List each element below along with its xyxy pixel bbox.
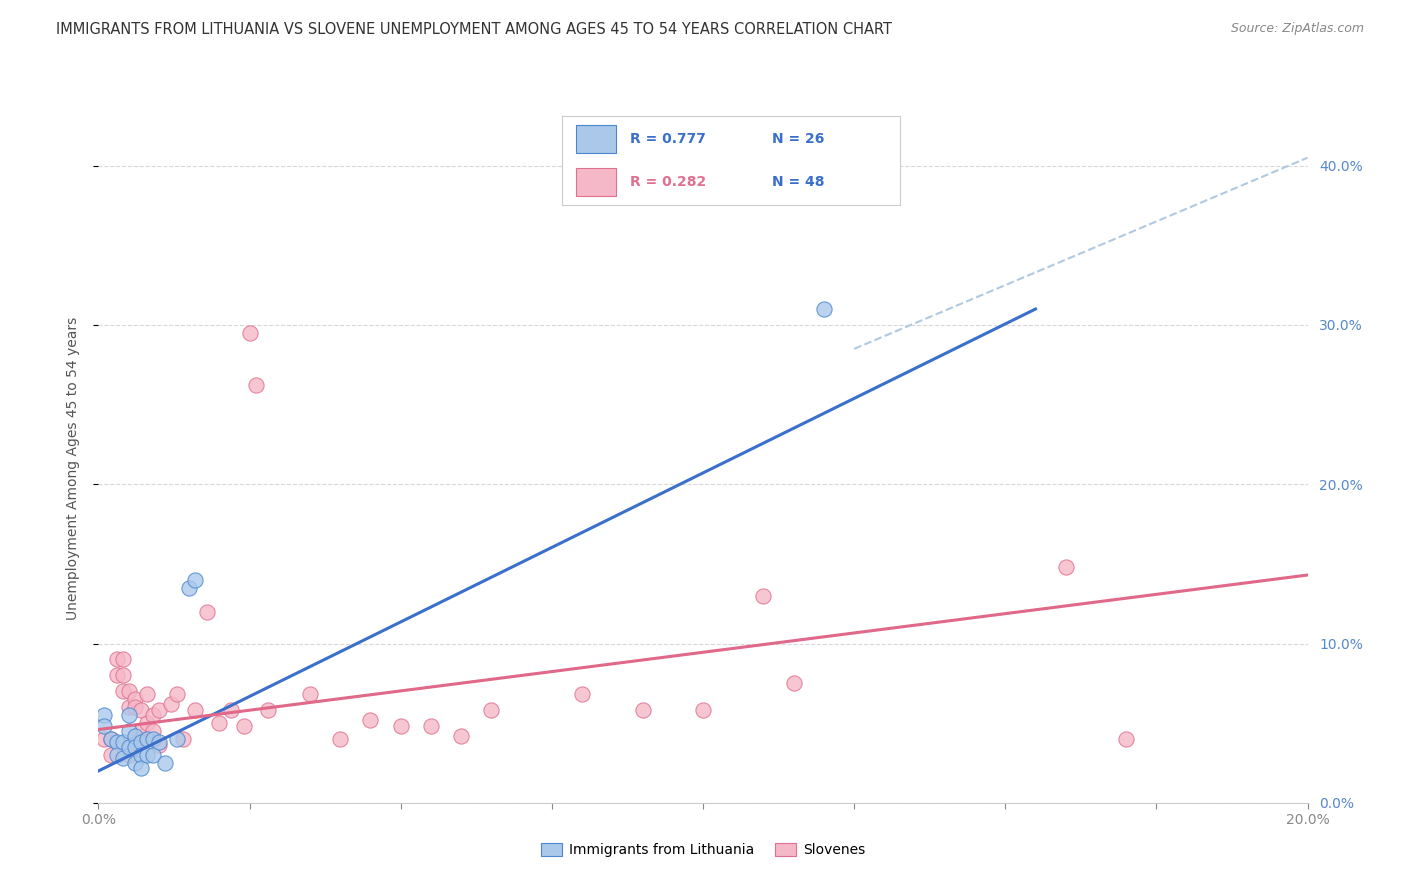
Point [100, 732, 122, 747]
Point [124, 732, 146, 747]
Point [129, 735, 152, 749]
Point [1054, 560, 1077, 574]
Point [105, 735, 128, 749]
Point [142, 747, 165, 762]
Point [129, 703, 152, 717]
Point [232, 719, 254, 733]
Point [813, 301, 835, 316]
Point [148, 703, 170, 717]
Point [100, 732, 122, 747]
Point [93, 719, 115, 733]
Text: R = 0.777: R = 0.777 [630, 132, 706, 146]
Bar [576, 168, 616, 196]
Point [481, 703, 503, 717]
Point [631, 703, 654, 717]
Point [129, 747, 152, 762]
Point [184, 573, 207, 587]
Point [124, 692, 146, 706]
Point [135, 732, 157, 747]
Point [129, 761, 152, 775]
Point [135, 732, 157, 747]
Point [166, 688, 188, 702]
Point [124, 729, 146, 743]
Point [1115, 732, 1137, 747]
Point [360, 713, 382, 727]
Point [571, 688, 593, 702]
Point [245, 378, 267, 392]
Point [148, 735, 170, 749]
Point [111, 684, 134, 698]
Point [783, 676, 806, 690]
Point [135, 747, 157, 762]
Point [135, 716, 157, 731]
Point [153, 756, 176, 770]
Point [752, 589, 775, 603]
Point [105, 668, 128, 682]
Point [239, 326, 262, 340]
Point [420, 719, 443, 733]
Point [166, 732, 188, 747]
Point [118, 740, 141, 755]
Point [329, 732, 352, 747]
Point [142, 724, 165, 739]
Point [184, 703, 207, 717]
Text: N = 48: N = 48 [772, 175, 824, 189]
Point [142, 732, 165, 747]
Point [135, 688, 157, 702]
Point [111, 652, 134, 666]
Point [148, 739, 170, 753]
Point [118, 700, 141, 714]
Point [160, 697, 183, 711]
Point [118, 708, 141, 723]
Y-axis label: Unemployment Among Ages 45 to 54 years: Unemployment Among Ages 45 to 54 years [66, 317, 80, 620]
Point [450, 729, 472, 743]
Point [256, 703, 278, 717]
Point [93, 708, 115, 723]
Point [111, 668, 134, 682]
Point [93, 732, 115, 747]
Point [118, 747, 141, 762]
Text: Source: ZipAtlas.com: Source: ZipAtlas.com [1230, 22, 1364, 36]
Point [142, 708, 165, 723]
Point [124, 756, 146, 770]
Point [105, 652, 128, 666]
Point [172, 732, 194, 747]
Point [124, 700, 146, 714]
Point [111, 751, 134, 765]
Point [208, 716, 231, 731]
Bar [576, 125, 616, 153]
Point [221, 703, 243, 717]
Point [179, 581, 201, 595]
Legend: Immigrants from Lithuania, Slovenes: Immigrants from Lithuania, Slovenes [536, 838, 870, 863]
Point [111, 735, 134, 749]
Text: N = 26: N = 26 [772, 132, 824, 146]
Text: IMMIGRANTS FROM LITHUANIA VS SLOVENE UNEMPLOYMENT AMONG AGES 45 TO 54 YEARS CORR: IMMIGRANTS FROM LITHUANIA VS SLOVENE UNE… [56, 22, 893, 37]
Point [105, 747, 128, 762]
Text: R = 0.282: R = 0.282 [630, 175, 706, 189]
Point [129, 724, 152, 739]
Point [389, 719, 412, 733]
Point [195, 605, 218, 619]
Point [118, 684, 141, 698]
Point [692, 703, 714, 717]
Point [118, 724, 141, 739]
Point [100, 747, 122, 762]
Point [299, 688, 322, 702]
Point [124, 740, 146, 755]
